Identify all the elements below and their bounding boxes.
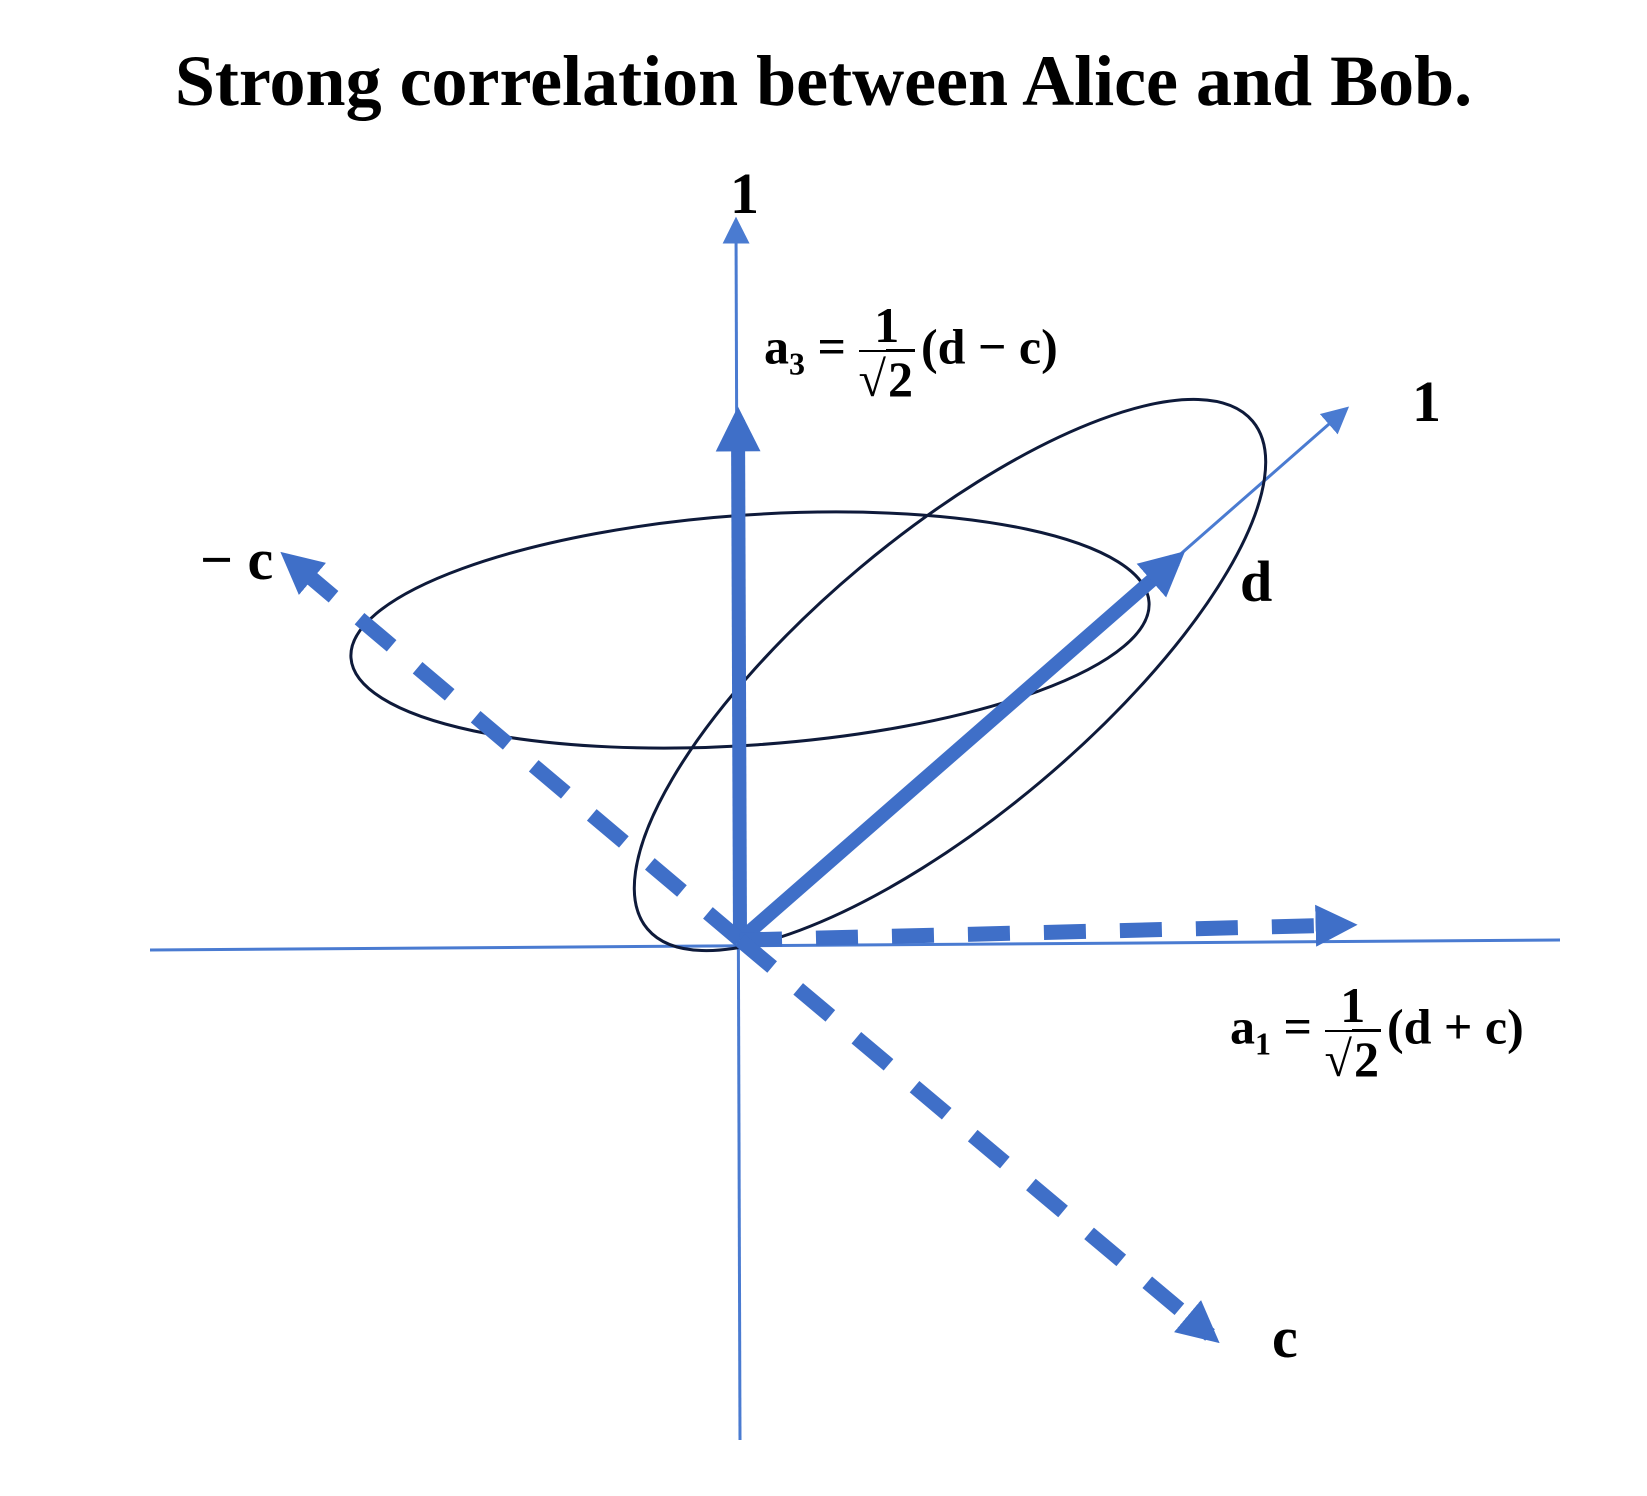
label-c: c xyxy=(1272,1304,1298,1371)
label-a1-sub: 1 xyxy=(1255,1025,1271,1061)
vector-c xyxy=(740,940,1210,1335)
label-a1-formula: a1 = 1 √2 (d + c) xyxy=(1230,980,1524,1084)
label-a1-tail: (d + c) xyxy=(1387,998,1524,1054)
vector-a1 xyxy=(740,925,1345,940)
label-a3-sub: 3 xyxy=(789,345,805,381)
label-a3-formula: a3 = 1 √2 (d − c) xyxy=(764,300,1058,404)
label-a3-num: 1 xyxy=(859,300,915,350)
page-title: Strong correlation between Alice and Bob… xyxy=(0,40,1647,123)
label-a1-den: √2 xyxy=(1325,1030,1381,1084)
label-a1-a: a xyxy=(1230,998,1255,1054)
label-a1-eq: = xyxy=(1271,998,1325,1054)
label-a3-frac: 1 √2 xyxy=(859,300,915,404)
label-d: d xyxy=(1240,548,1272,615)
label-a1-frac: 1 √2 xyxy=(1325,980,1381,1084)
label-neg-c: − c xyxy=(200,526,273,593)
label-a3-den-radicand: 2 xyxy=(886,349,915,407)
label-a1-num: 1 xyxy=(1325,980,1381,1030)
label-a3-den: √2 xyxy=(859,350,915,404)
ellipse-horizontal xyxy=(343,487,1157,772)
label-a3-eq: = xyxy=(805,318,859,374)
label-diag-1: 1 xyxy=(1412,368,1441,435)
label-a3-a: a xyxy=(764,318,789,374)
label-a1-den-radicand: 2 xyxy=(1352,1029,1381,1087)
label-top-1: 1 xyxy=(730,160,759,227)
vector-neg-c xyxy=(290,560,740,940)
label-a3-tail: (d − c) xyxy=(921,318,1058,374)
vector-a3 xyxy=(738,420,740,940)
